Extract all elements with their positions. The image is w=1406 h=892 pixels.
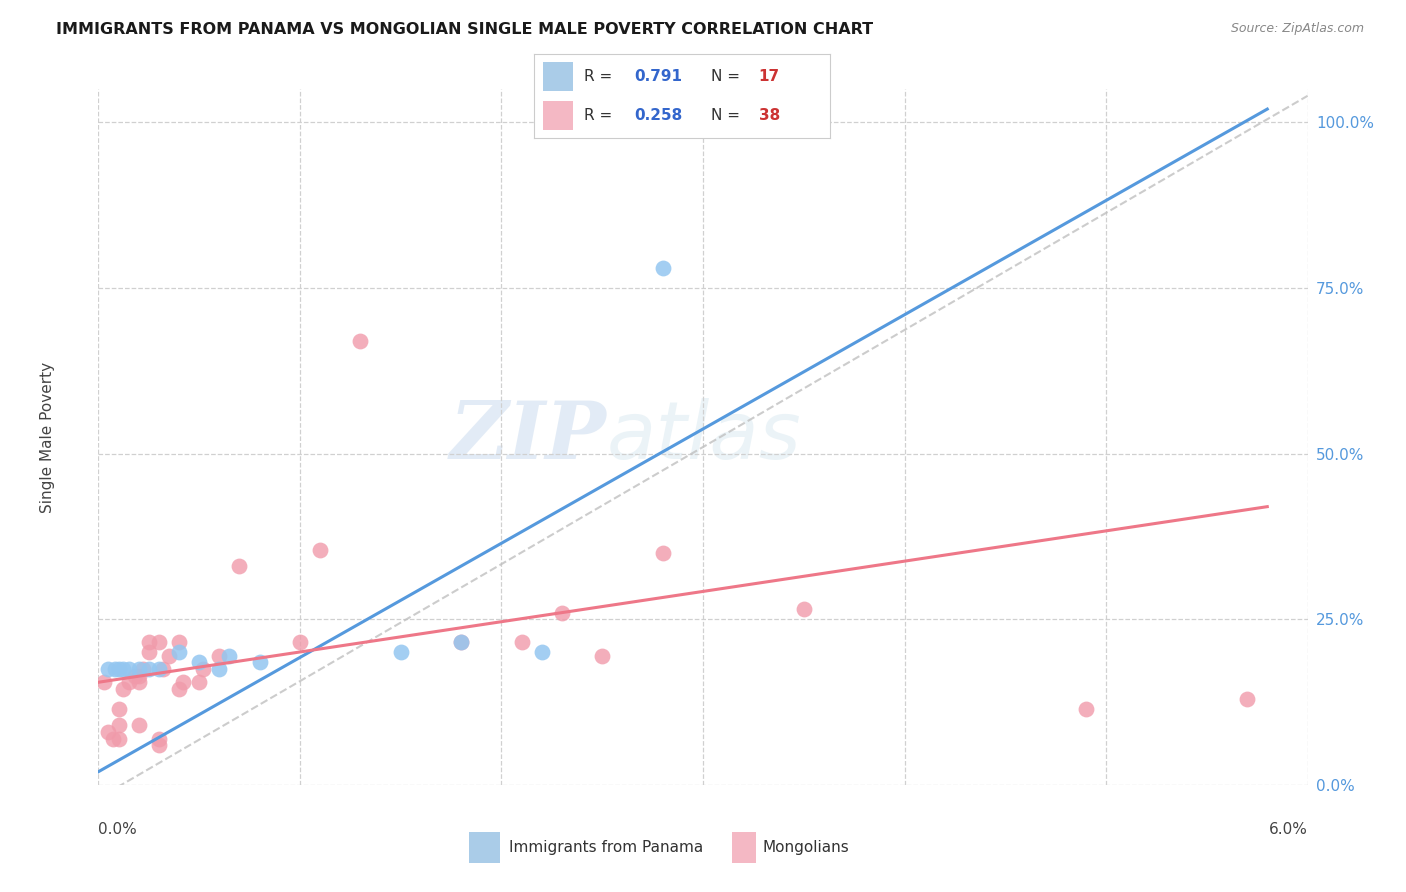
Point <box>167 681 190 696</box>
Point <box>167 645 190 659</box>
Point <box>97 725 120 739</box>
Text: N =: N = <box>711 69 745 84</box>
Point <box>228 559 250 574</box>
Point <box>128 675 150 690</box>
Point <box>132 662 155 676</box>
Point <box>1236 691 1258 706</box>
Text: 38: 38 <box>759 108 780 123</box>
Point <box>389 645 412 659</box>
Point <box>193 662 215 676</box>
Point <box>309 542 332 557</box>
Point <box>148 738 170 752</box>
Point <box>157 648 180 663</box>
Point <box>103 662 125 676</box>
Text: 0.258: 0.258 <box>634 108 683 123</box>
Point <box>97 662 120 676</box>
Point <box>128 718 150 732</box>
Point <box>167 635 190 649</box>
Text: R =: R = <box>585 69 617 84</box>
Text: 0.0%: 0.0% <box>98 822 138 837</box>
Point <box>118 675 141 690</box>
Point <box>101 731 124 746</box>
Point <box>651 546 673 560</box>
Point <box>208 662 231 676</box>
Point <box>288 635 311 649</box>
Text: 17: 17 <box>759 69 780 84</box>
Text: Immigrants from Panama: Immigrants from Panama <box>509 840 703 855</box>
Point <box>510 635 533 649</box>
Point <box>128 668 150 682</box>
Bar <box>543 101 572 130</box>
Text: IMMIGRANTS FROM PANAMA VS MONGOLIAN SINGLE MALE POVERTY CORRELATION CHART: IMMIGRANTS FROM PANAMA VS MONGOLIAN SING… <box>56 22 873 37</box>
Point <box>148 635 170 649</box>
Point <box>148 731 170 746</box>
Point <box>107 731 129 746</box>
Point <box>111 681 134 696</box>
Point <box>128 662 150 676</box>
Point <box>249 656 271 670</box>
Point <box>148 662 170 676</box>
Point <box>450 635 472 649</box>
Text: N =: N = <box>711 108 745 123</box>
Point <box>208 648 231 663</box>
Text: Mongolians: Mongolians <box>763 840 849 855</box>
Text: Source: ZipAtlas.com: Source: ZipAtlas.com <box>1230 22 1364 36</box>
Point <box>93 675 115 690</box>
Bar <box>731 831 755 863</box>
Point <box>138 635 160 649</box>
Text: 0.791: 0.791 <box>634 69 683 84</box>
Point <box>138 662 160 676</box>
Point <box>124 668 146 682</box>
Point <box>218 648 240 663</box>
Point <box>530 645 553 659</box>
Point <box>172 675 194 690</box>
Point <box>152 662 174 676</box>
Point <box>349 334 371 348</box>
Point <box>111 662 134 676</box>
Point <box>107 662 129 676</box>
Bar <box>543 62 572 91</box>
Point <box>450 635 472 649</box>
Point <box>1074 702 1097 716</box>
Text: 6.0%: 6.0% <box>1268 822 1308 837</box>
Point <box>118 662 141 676</box>
Point <box>188 656 211 670</box>
Point <box>107 702 129 716</box>
Point <box>591 648 613 663</box>
Point <box>651 261 673 276</box>
Point <box>107 718 129 732</box>
Text: atlas: atlas <box>606 398 801 476</box>
Point <box>551 606 574 620</box>
Text: Single Male Poverty: Single Male Poverty <box>41 361 55 513</box>
Point <box>138 645 160 659</box>
Text: R =: R = <box>585 108 617 123</box>
Text: ZIP: ZIP <box>450 399 606 475</box>
Point <box>793 602 815 616</box>
Bar <box>468 831 501 863</box>
Point <box>188 675 211 690</box>
